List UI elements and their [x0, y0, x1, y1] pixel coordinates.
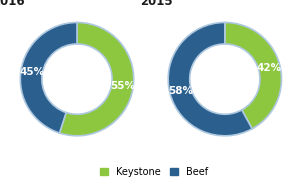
Text: 55%: 55%	[110, 81, 135, 91]
Wedge shape	[225, 22, 282, 129]
Text: 58%: 58%	[168, 86, 193, 95]
Text: 42%: 42%	[257, 63, 282, 73]
Text: 2015: 2015	[140, 0, 172, 8]
Wedge shape	[20, 22, 77, 133]
Text: 45%: 45%	[19, 67, 44, 77]
Text: 2016: 2016	[0, 0, 25, 8]
Legend: Keystone, Beef: Keystone, Beef	[100, 167, 208, 177]
Wedge shape	[59, 22, 134, 136]
Wedge shape	[168, 22, 252, 136]
